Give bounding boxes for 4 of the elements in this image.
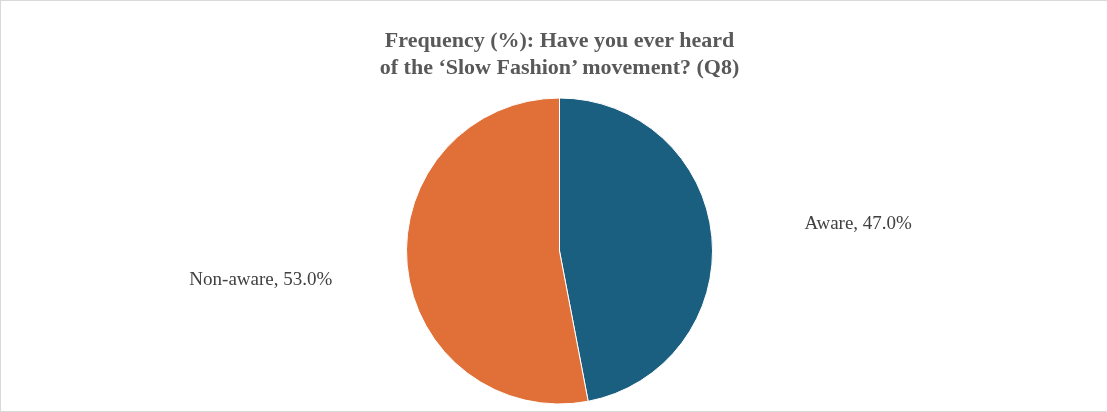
slice-label: Aware, 47.0% xyxy=(804,211,913,233)
text: of the ‘Slow Fashion’ movement? (Q8) xyxy=(379,54,740,79)
slice-label: Non-aware, 53.0% xyxy=(189,268,333,290)
text: Frequency (%): Have you ever heard xyxy=(384,27,735,52)
